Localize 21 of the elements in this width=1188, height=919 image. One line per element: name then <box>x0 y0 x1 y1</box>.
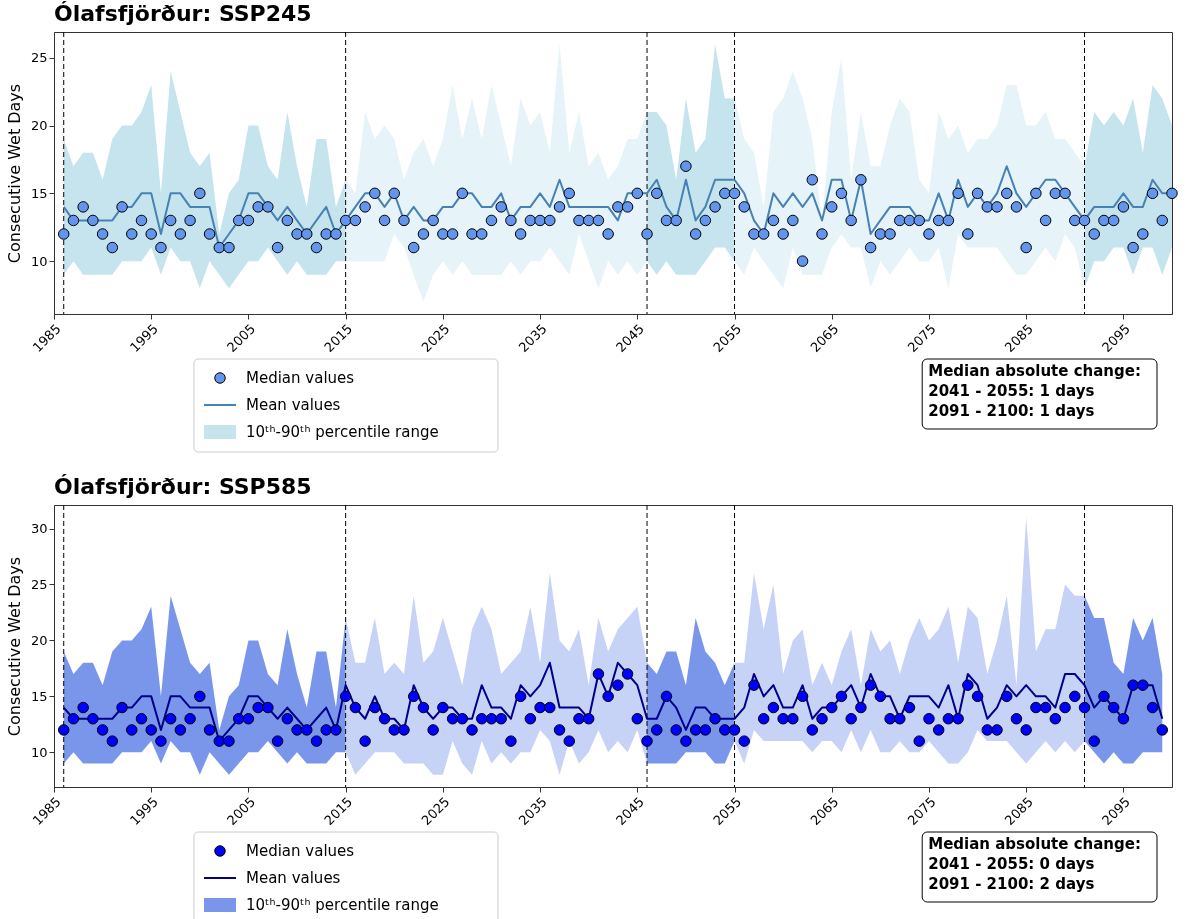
legend-label: Mean values <box>246 396 341 414</box>
y-tick-label: 25 <box>30 50 48 66</box>
y-tick-label: 20 <box>30 632 48 648</box>
y-tick-label: 10 <box>30 744 48 760</box>
legend-label: 10ᵗʰ-90ᵗʰ percentile range <box>246 896 439 914</box>
legend-label: 10ᵗʰ-90ᵗʰ percentile range <box>246 423 439 441</box>
legend-label: Mean values <box>246 869 341 887</box>
y-tick-label: 10 <box>30 253 48 269</box>
y-tick-label: 15 <box>30 688 48 704</box>
text: Median absolute change: 2041 - 2055: 1 days 2091 - 2100: 1 days <box>928 362 1141 420</box>
legend-label: Median values <box>246 369 355 387</box>
y-tick-label: 30 <box>30 521 48 536</box>
legend-label: Median values <box>246 842 355 860</box>
chart-title: Ólafsfjörður: SSP245 <box>54 0 312 26</box>
y-tick-label: 20 <box>30 118 48 134</box>
y-axis-title: Consecutive Wet Days <box>4 83 24 264</box>
y-tick-label: 15 <box>30 185 48 201</box>
text: Median absolute change: 2041 - 2055: 0 days 2091 - 2100: 2 days <box>928 835 1141 893</box>
y-axis-title: Consecutive Wet Days <box>4 556 24 737</box>
chart-title: Ólafsfjörður: SSP585 <box>54 473 312 499</box>
y-tick-label: 25 <box>30 576 48 592</box>
